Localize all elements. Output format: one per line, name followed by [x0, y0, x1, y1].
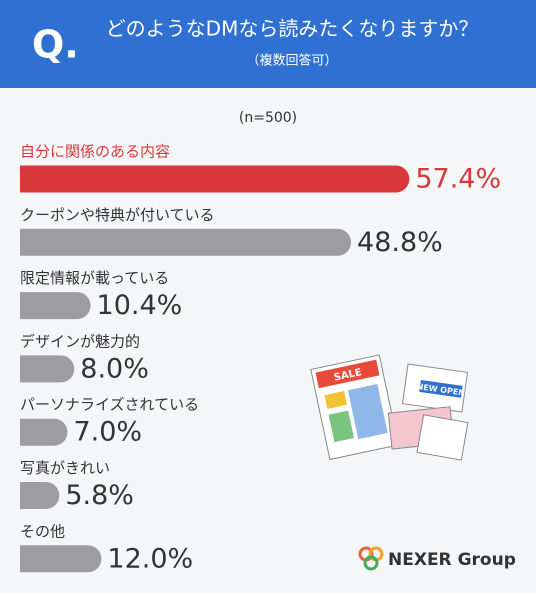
bar	[20, 545, 102, 573]
category-label: クーポンや特典が付いている	[20, 206, 215, 224]
value-label: 8.0%	[80, 353, 149, 384]
category-label: その他	[20, 522, 65, 540]
value-label: 7.0%	[73, 417, 142, 448]
flyer-box	[347, 383, 388, 440]
sample-note: (n=500)	[239, 110, 297, 126]
category-label: 自分に関係のある内容	[20, 143, 170, 161]
bar	[20, 165, 410, 193]
category-label: 限定情報が載っている	[20, 269, 169, 287]
value-label: 5.8%	[65, 480, 134, 511]
flyer-band	[315, 359, 380, 389]
flyer-box	[328, 410, 354, 443]
header-band	[0, 0, 536, 88]
illustration: SALE NEW OPEN	[310, 354, 469, 461]
chart-title: どのようなDMなら読みたくなりますか？	[106, 17, 479, 41]
bar	[20, 228, 352, 256]
value-label: 12.0%	[107, 543, 193, 574]
category-label: 写真がきれい	[20, 459, 110, 477]
category-label: デザインが魅力的	[20, 332, 140, 350]
value-label: 57.4%	[415, 164, 501, 195]
category-label: パーソナライズされている	[20, 396, 199, 414]
bar	[20, 292, 91, 320]
flyer-box	[324, 391, 347, 409]
flyer-band	[419, 379, 463, 398]
bar	[20, 418, 68, 446]
brand-logo	[358, 546, 384, 571]
question-mark: Q.	[32, 23, 79, 67]
envelope	[416, 414, 469, 461]
logo-ring	[363, 555, 379, 571]
brand-name: NEXER Group	[388, 550, 516, 570]
bar	[20, 482, 60, 509]
value-label: 10.4%	[97, 290, 183, 321]
value-label: 48.8%	[357, 227, 443, 258]
chart-subtitle: （複数回答可）	[246, 53, 337, 69]
bar	[20, 355, 75, 383]
